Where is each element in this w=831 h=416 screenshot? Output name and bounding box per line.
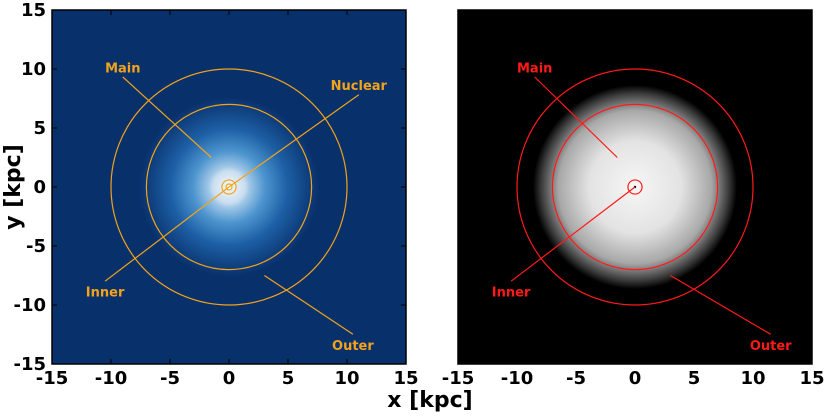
right-xtick-label: 5 [688, 368, 701, 389]
right-xtick-label: -10 [501, 368, 534, 389]
left-xtick-label: 15 [393, 368, 418, 389]
left-xtick-label: 5 [282, 368, 295, 389]
x-axis-label: x [kpc] [387, 388, 472, 413]
ytick-label: -15 [13, 354, 46, 375]
left-annotation-main: Main [105, 62, 140, 77]
right-annotation-main: Main [517, 62, 552, 77]
left-xtick-label: 0 [223, 368, 236, 389]
left-ring-1 [145, 103, 313, 271]
left-xtick-label: -5 [160, 368, 180, 389]
left-xtick-label: 10 [334, 368, 359, 389]
right-ring-2 [516, 68, 754, 306]
ytick-label: 15 [21, 0, 46, 21]
right-annotation-line-inner [510, 186, 636, 282]
right-panel: Main Inner Outer -15 -10 -5 0 5 10 15 [442, 9, 825, 389]
ytick-label: 0 [33, 177, 46, 198]
right-xtick-label: 10 [740, 368, 765, 389]
y-axis-label: y [kpc] [1, 144, 26, 230]
left-annotation-inner: Inner [86, 286, 125, 301]
left-xtick-label: -15 [36, 368, 69, 389]
left-ring-2 [110, 68, 348, 306]
left-annotation-line-main [122, 76, 212, 158]
right-xtick-label: 0 [629, 368, 642, 389]
right-annotation-line-outer [670, 274, 772, 335]
ytick-label: -10 [13, 295, 46, 316]
right-xtick-label: 15 [799, 368, 824, 389]
left-annotation-outer: Outer [332, 339, 374, 354]
right-ring-0 [627, 179, 643, 195]
ytick-label: 5 [33, 118, 46, 139]
ytick-label: 10 [21, 59, 46, 80]
right-ring-1 [551, 103, 719, 271]
left-panel: Main Nuclear Inner Outer -15 -10 -5 0 5 10 15 -15… [13, 0, 418, 389]
ytick-label: -5 [26, 236, 46, 257]
right-annotation-line-main [534, 76, 618, 158]
left-ring-0 [221, 179, 237, 195]
right-annotation-outer: Outer [750, 339, 792, 354]
right-annotation-inner: Inner [492, 286, 531, 301]
left-annotation-nuclear: Nuclear [331, 79, 388, 94]
left-annotation-line-inner [104, 186, 230, 282]
right-xtick-label: -15 [442, 368, 475, 389]
left-annotation-line-nuclear [228, 94, 360, 188]
left-annotation-line-outer [264, 275, 354, 335]
right-xtick-label: -5 [566, 368, 586, 389]
left-xtick-label: -10 [95, 368, 128, 389]
